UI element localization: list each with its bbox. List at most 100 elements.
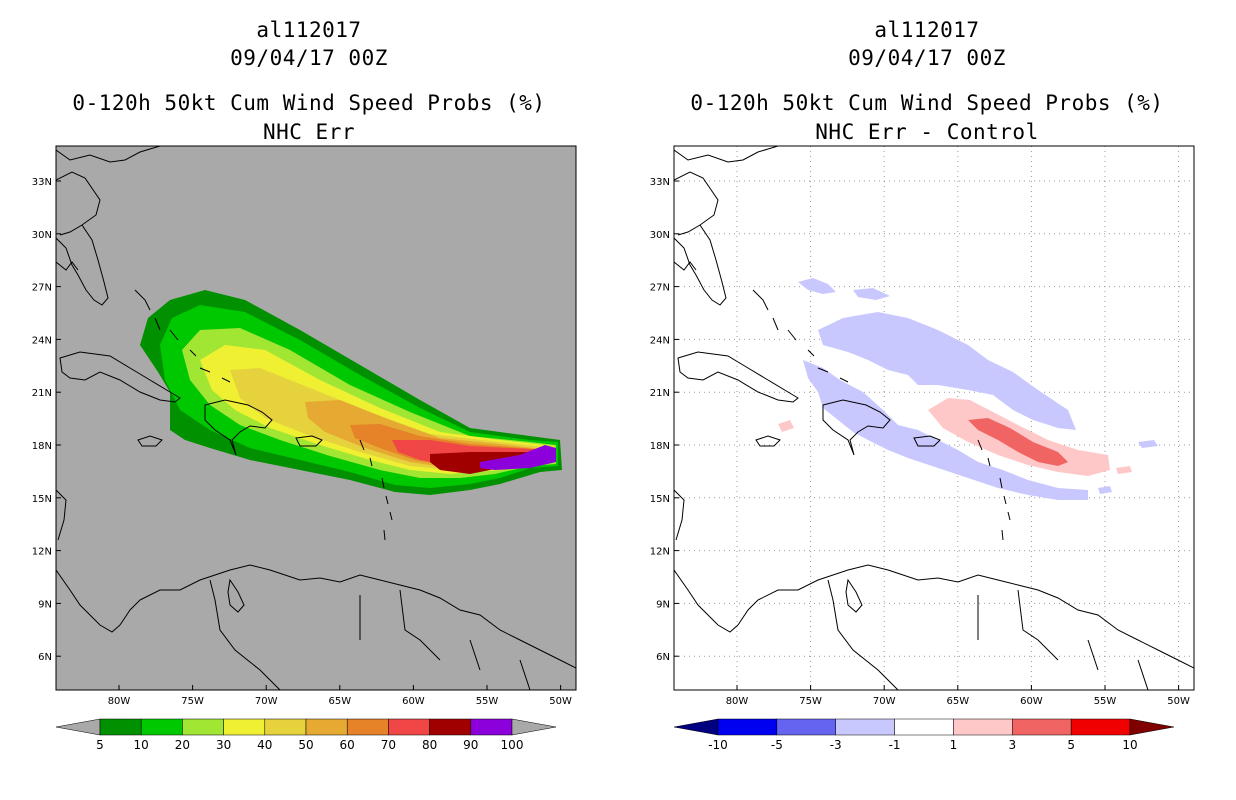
colorbar-label: 1 xyxy=(950,738,958,752)
lon-tick-label: 80W xyxy=(108,696,131,707)
gulf-coast xyxy=(56,261,79,271)
product-title: 0-120h 50kt Cum Wind Speed Probs (%) xyxy=(690,91,1164,115)
colorbar-swatch xyxy=(305,718,348,736)
neg-diff-small-2 xyxy=(1098,486,1112,494)
lat-tick-label: 21N xyxy=(32,388,52,399)
colorbar-label: 3 xyxy=(1008,738,1016,752)
colorbar-label: 5 xyxy=(96,738,104,752)
right-panel: al112017 09/04/17 00Z 0-120h 50kt Cum Wi… xyxy=(618,0,1236,800)
hispaniola xyxy=(204,399,273,456)
us-east-coast xyxy=(674,146,779,306)
probability-swath xyxy=(140,290,562,495)
colorbar-over-arrow xyxy=(511,718,557,736)
map-background xyxy=(674,146,1194,690)
venezuela-borders xyxy=(209,579,531,690)
lat-tick-label: 18N xyxy=(32,441,52,452)
lon-tick-labels: 80W 75W 70W 65W 60W 55W 50W xyxy=(108,685,572,707)
central-america xyxy=(56,489,141,633)
colorbar-under-arrow xyxy=(55,718,101,736)
lat-tick-labels: 33N 30N 27N 24N 21N 18N 15N 12N 9N 6N xyxy=(650,177,679,663)
lat-tick-label: 24N xyxy=(650,335,670,346)
colorbar-swatch xyxy=(99,718,142,736)
storm-id-title: al112017 xyxy=(874,18,980,42)
bahamas xyxy=(752,289,849,383)
lat-tick-label: 15N xyxy=(650,494,670,505)
bahamas xyxy=(134,289,231,383)
left-panel: al112017 09/04/17 00Z 0-120h 50kt Cum Wi… xyxy=(32,18,577,752)
colorbar-swatch xyxy=(776,718,836,736)
jamaica xyxy=(755,435,781,447)
lesser-antilles xyxy=(977,439,1011,541)
colorbar-label: -3 xyxy=(830,738,842,752)
lon-tick-label: 55W xyxy=(476,696,499,707)
lat-tick-label: 24N xyxy=(32,335,52,346)
lat-tick-label: 15N xyxy=(32,494,52,505)
lat-tick-label: 21N xyxy=(650,388,670,399)
colorbar-swatch xyxy=(835,718,895,736)
puerto-rico xyxy=(295,435,323,447)
lat-tick-label: 27N xyxy=(32,283,52,294)
subtitle: NHC Err xyxy=(262,120,355,144)
cuba xyxy=(59,351,181,403)
lon-tick-labels: 80W 75W 70W 65W 60W 55W 50W xyxy=(726,685,1190,707)
right-map-svg: 33N 30N 27N 24N 21N 18N 15N 12N 9N 6N 80W 75W 70W 65… xyxy=(650,145,1195,752)
lon-tick-label: 75W xyxy=(181,696,204,707)
colorbar-label: 10 xyxy=(134,738,149,752)
colorbar-label: 90 xyxy=(463,738,478,752)
colorbar-swatch xyxy=(894,718,954,736)
colorbar-swatch xyxy=(717,718,778,736)
lat-tick-label: 30N xyxy=(650,230,670,241)
lon-tick-label: 75W xyxy=(799,696,822,707)
date-title: 09/04/17 00Z xyxy=(230,46,388,70)
us-east-coast xyxy=(56,146,161,306)
lat-tick-label: 33N xyxy=(32,177,52,188)
jamaica xyxy=(137,435,163,447)
venezuela-borders xyxy=(827,579,1149,690)
lon-tick-label: 70W xyxy=(873,696,896,707)
colorbar: -10 -5 -3 -1 1 3 5 10 xyxy=(673,718,1175,752)
colorbar-swatch xyxy=(1070,718,1131,736)
lon-tick-label: 80W xyxy=(726,696,749,707)
lat-tick-label: 6N xyxy=(38,652,52,663)
colorbar: 5 10 20 30 40 50 60 70 80 90 100 xyxy=(55,718,557,752)
colorbar-label: 40 xyxy=(257,738,272,752)
lat-tick-label: 30N xyxy=(32,230,52,241)
colorbar-label: 5 xyxy=(1067,738,1075,752)
neg-diff-small-1 xyxy=(1138,440,1158,448)
lat-tick-label: 12N xyxy=(650,547,670,558)
colorbar-over-arrow xyxy=(1129,718,1175,736)
colorbar-label: 50 xyxy=(298,738,313,752)
colorbar-label: 100 xyxy=(501,738,524,752)
lon-tick-label: 65W xyxy=(328,696,351,707)
neg-diff-region-hispaniola xyxy=(803,360,1088,500)
lat-tick-label: 9N xyxy=(38,599,52,610)
colorbar-swatch xyxy=(346,718,389,736)
colorbar-label: 80 xyxy=(422,738,437,752)
colorbar-swatch xyxy=(470,718,513,736)
product-title: 0-120h 50kt Cum Wind Speed Probs (%) xyxy=(72,91,546,115)
colorbar-label: 30 xyxy=(216,738,231,752)
map-frame xyxy=(673,145,1195,691)
lon-tick-label: 60W xyxy=(402,696,425,707)
lat-tick-label: 33N xyxy=(650,177,670,188)
lat-tick-label: 12N xyxy=(32,547,52,558)
lat-tick-labels: 33N 30N 27N 24N 21N 18N 15N 12N 9N 6N xyxy=(32,177,61,663)
colorbar-swatch xyxy=(953,718,1013,736)
lat-tick-label: 6N xyxy=(656,652,670,663)
cuba xyxy=(677,351,799,403)
subtitle: NHC Err - Control xyxy=(815,120,1039,144)
lake-maracaibo xyxy=(845,578,863,613)
pos-diff-small-2 xyxy=(778,420,794,432)
neg-diff-region-north xyxy=(818,312,1076,430)
colorbar-swatch xyxy=(140,718,183,736)
left-map-svg: 33N 30N 27N 24N 21N 18N 15N 12N 9N 6N 80W 75W 70W 65… xyxy=(32,145,577,752)
south-america-coast xyxy=(139,564,576,669)
prob-90-contour xyxy=(480,445,556,470)
hispaniola xyxy=(822,399,891,456)
south-america-coast xyxy=(757,564,1194,669)
coastlines xyxy=(674,146,1194,690)
neg-diff-region-bahamas xyxy=(798,278,836,294)
colorbar-swatch xyxy=(182,718,224,736)
lat-tick-label: 18N xyxy=(650,441,670,452)
gulf-coast xyxy=(674,261,697,271)
